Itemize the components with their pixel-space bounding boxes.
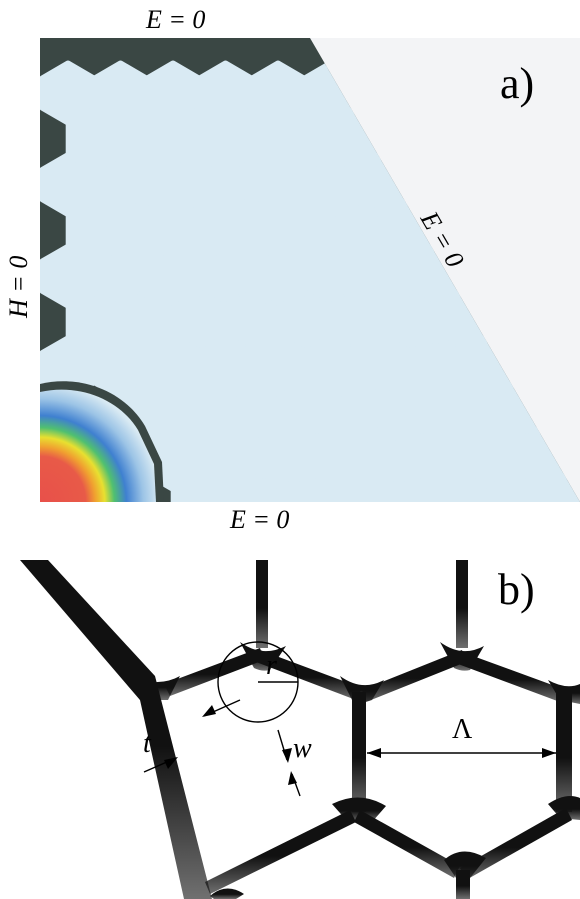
radius-annotation: r — [217, 641, 299, 723]
panel-a-label: a) — [500, 59, 534, 108]
core-wall — [20, 560, 212, 899]
core-region — [40, 381, 164, 502]
core-thickness-symbol: t — [143, 728, 152, 759]
air-hole-lattice — [40, 60, 580, 502]
air-hole — [485, 472, 543, 502]
pitch-arrow-left — [367, 748, 381, 758]
boundary-label-bottom: E = 0 — [229, 505, 289, 534]
pitch-annotation: Λ — [367, 714, 556, 758]
pitch-arrow-right — [542, 748, 556, 758]
air-hole — [170, 472, 228, 502]
panel-a: E = 0 E = 0 E = 0 H = 0 a) — [4, 5, 580, 534]
pitch-symbol: Λ — [452, 714, 473, 745]
web-segments — [164, 560, 572, 899]
web-thickness-symbol: w — [293, 733, 312, 764]
air-hole — [380, 472, 438, 502]
core-mode-field — [40, 389, 156, 502]
air-hole — [433, 472, 491, 502]
radius-symbol: r — [266, 650, 277, 681]
web-thickness-annotation: w — [277, 729, 312, 797]
boundary-label-top: E = 0 — [145, 5, 205, 34]
core-thickness-annotation: t — [143, 699, 241, 773]
air-hole — [328, 472, 386, 502]
panel-b-label: b) — [498, 565, 535, 614]
panel-b: r Λ t w b) — [0, 548, 580, 899]
boundary-label-left: H = 0 — [4, 256, 33, 319]
web-structure — [20, 560, 580, 899]
